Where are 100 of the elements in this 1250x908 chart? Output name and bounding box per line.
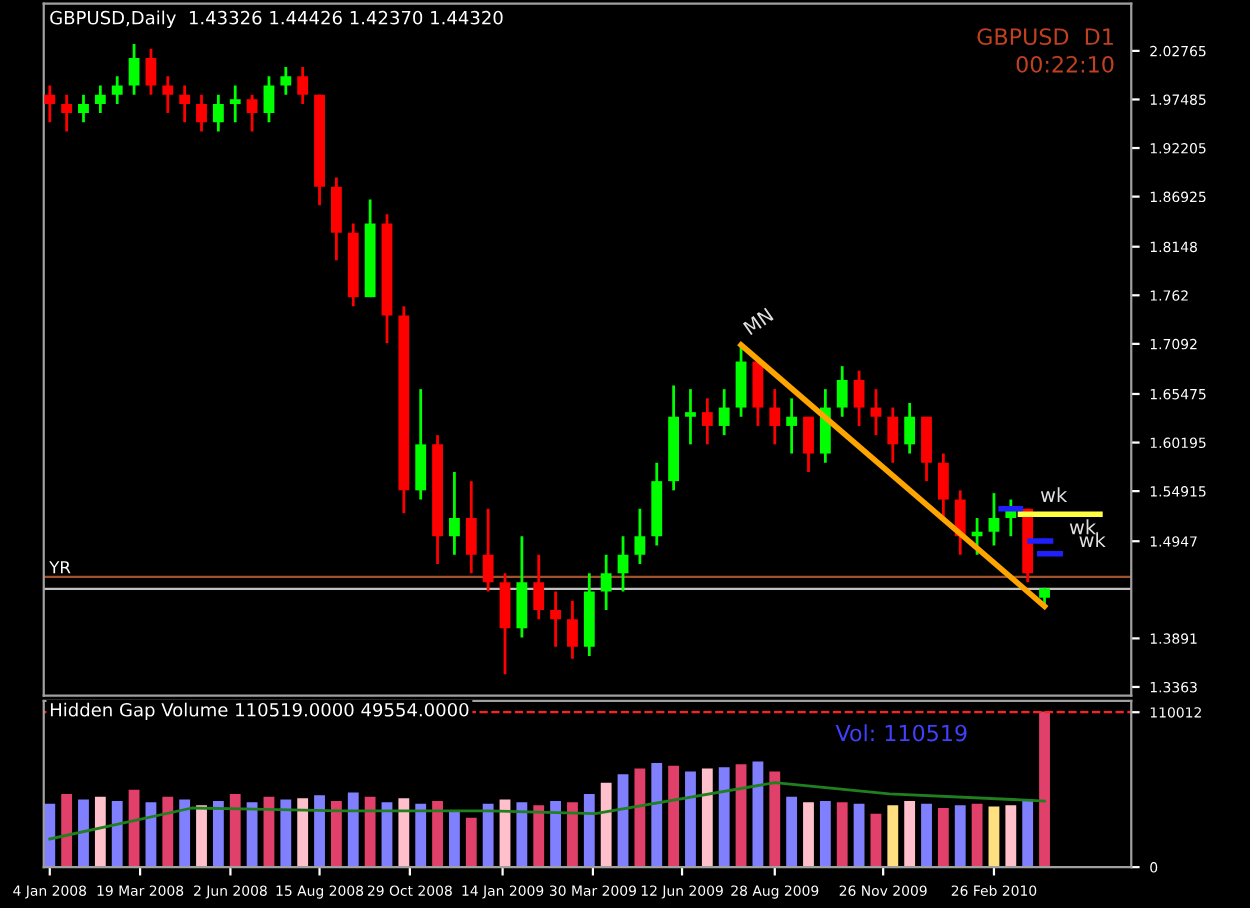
bar xyxy=(212,800,224,868)
candlestick xyxy=(567,599,578,661)
candlestick xyxy=(769,387,781,446)
candlestick xyxy=(853,369,865,428)
bar xyxy=(1022,799,1034,868)
annotation: wk xyxy=(1079,532,1106,548)
annotation: 00:22:10 xyxy=(1016,55,1114,73)
line-series xyxy=(48,781,1046,841)
bar xyxy=(904,800,916,868)
bar xyxy=(769,771,781,868)
ref-line-label: YR xyxy=(49,561,71,574)
bar xyxy=(836,802,848,868)
candlestick xyxy=(988,491,1000,547)
candlestick xyxy=(870,387,882,437)
bar xyxy=(550,800,561,868)
candlestick xyxy=(752,360,764,428)
bar xyxy=(651,762,663,868)
bar xyxy=(803,802,814,868)
bar xyxy=(229,793,241,868)
candlestick xyxy=(212,93,224,133)
candlestick xyxy=(330,176,342,262)
bar xyxy=(314,795,325,868)
candlestick xyxy=(465,479,477,575)
candlestick xyxy=(516,534,528,639)
candlestick xyxy=(44,84,56,124)
candlestick xyxy=(836,364,848,419)
candlestick xyxy=(600,553,612,612)
bar xyxy=(94,796,106,868)
bar xyxy=(752,761,764,868)
bar xyxy=(887,805,899,868)
candlestick xyxy=(921,415,932,483)
bar xyxy=(196,805,207,868)
bar xyxy=(179,799,191,868)
candlestick xyxy=(482,507,494,593)
bar xyxy=(870,813,882,868)
candlestick xyxy=(263,74,275,124)
annotation: wk xyxy=(1040,487,1068,502)
chart-title: GBPUSD,Daily 1.43326 1.44426 1.42370 1.44320 xyxy=(50,10,503,29)
annotation: Vol: 110519 xyxy=(835,724,967,742)
candlestick xyxy=(685,387,696,446)
candlestick xyxy=(229,84,241,124)
candlestick xyxy=(617,534,629,593)
candlestick xyxy=(179,84,191,124)
bar xyxy=(634,768,646,868)
bar xyxy=(280,799,292,868)
bar xyxy=(465,817,477,868)
candlestick xyxy=(735,343,747,419)
candlestick xyxy=(701,396,713,446)
candlestick xyxy=(786,396,798,455)
bar xyxy=(853,803,865,868)
bar xyxy=(971,803,983,868)
bar xyxy=(347,792,359,868)
bar xyxy=(819,800,831,868)
bar xyxy=(954,805,966,868)
bar xyxy=(415,803,427,868)
bar xyxy=(78,799,89,868)
bar xyxy=(364,796,376,868)
bar xyxy=(786,796,798,868)
chart-title: Hidden Gap Volume 110519.0000 49554.0000 xyxy=(50,702,469,721)
bar xyxy=(330,800,342,868)
candlestick xyxy=(803,415,814,474)
bar xyxy=(432,800,443,868)
bar xyxy=(1005,805,1017,868)
annotation: MN xyxy=(742,307,774,336)
candlestick xyxy=(718,387,730,437)
bar xyxy=(533,805,545,868)
bar xyxy=(600,782,612,868)
bar xyxy=(297,798,309,868)
bar xyxy=(482,803,494,868)
bar xyxy=(701,768,713,868)
bar xyxy=(111,800,123,868)
candlestick xyxy=(61,93,73,133)
candlestick xyxy=(533,553,545,621)
bar xyxy=(449,810,460,868)
candlestick xyxy=(280,65,292,97)
bar xyxy=(937,808,949,868)
candlestick xyxy=(550,590,561,649)
candlestick xyxy=(634,507,646,566)
bar xyxy=(583,793,595,868)
bar xyxy=(246,802,258,868)
candlestick xyxy=(499,571,511,676)
bar xyxy=(1039,711,1050,868)
candlestick xyxy=(162,74,174,115)
bar xyxy=(921,803,932,868)
candlestick xyxy=(887,406,899,465)
bar xyxy=(162,796,174,868)
candlestick xyxy=(449,470,460,557)
annotation: GBPUSD D1 xyxy=(977,28,1113,46)
bar xyxy=(567,802,578,868)
candlestick xyxy=(415,387,427,501)
candlestick xyxy=(196,93,207,133)
bar xyxy=(61,793,73,868)
candlestick xyxy=(246,93,258,133)
candlestick xyxy=(128,42,140,97)
candlestick xyxy=(937,452,949,520)
bar xyxy=(668,765,680,868)
candlestick xyxy=(297,65,309,106)
candlestick xyxy=(78,93,89,124)
bar xyxy=(988,806,1000,868)
annotation: wk xyxy=(1069,519,1097,535)
